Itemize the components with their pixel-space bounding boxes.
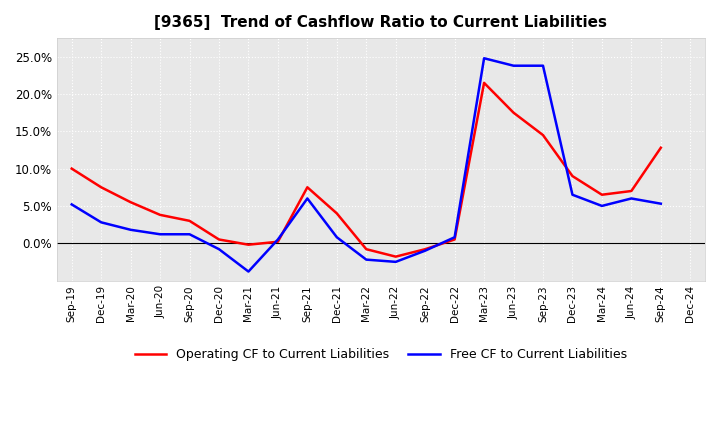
Free CF to Current Liabilities <box>126 227 135 232</box>
Operating CF to Current Liabilities <box>598 192 606 198</box>
Operating CF to Current Liabilities <box>244 242 253 247</box>
Title: [9365]  Trend of Cashflow Ratio to Current Liabilities: [9365] Trend of Cashflow Ratio to Curren… <box>155 15 608 30</box>
Free CF to Current Liabilities <box>657 201 665 206</box>
Operating CF to Current Liabilities <box>392 254 400 259</box>
Free CF to Current Liabilities <box>598 203 606 209</box>
Operating CF to Current Liabilities <box>274 239 282 244</box>
Operating CF to Current Liabilities <box>156 212 164 217</box>
Operating CF to Current Liabilities <box>68 166 76 171</box>
Free CF to Current Liabilities <box>362 257 371 262</box>
Line: Free CF to Current Liabilities: Free CF to Current Liabilities <box>72 58 661 271</box>
Free CF to Current Liabilities <box>244 269 253 274</box>
Operating CF to Current Liabilities <box>215 237 223 242</box>
Operating CF to Current Liabilities <box>421 246 430 252</box>
Operating CF to Current Liabilities <box>480 80 488 85</box>
Operating CF to Current Liabilities <box>627 188 636 194</box>
Free CF to Current Liabilities <box>392 259 400 264</box>
Free CF to Current Liabilities <box>274 237 282 242</box>
Free CF to Current Liabilities <box>156 231 164 237</box>
Operating CF to Current Liabilities <box>362 246 371 252</box>
Free CF to Current Liabilities <box>450 235 459 240</box>
Legend: Operating CF to Current Liabilities, Free CF to Current Liabilities: Operating CF to Current Liabilities, Fre… <box>130 343 631 367</box>
Free CF to Current Liabilities <box>421 248 430 253</box>
Operating CF to Current Liabilities <box>303 185 312 190</box>
Free CF to Current Liabilities <box>215 246 223 252</box>
Free CF to Current Liabilities <box>568 192 577 198</box>
Operating CF to Current Liabilities <box>657 145 665 150</box>
Free CF to Current Liabilities <box>97 220 106 225</box>
Operating CF to Current Liabilities <box>568 173 577 179</box>
Free CF to Current Liabilities <box>509 63 518 68</box>
Operating CF to Current Liabilities <box>539 132 547 138</box>
Free CF to Current Liabilities <box>333 235 341 240</box>
Free CF to Current Liabilities <box>68 202 76 207</box>
Line: Operating CF to Current Liabilities: Operating CF to Current Liabilities <box>72 83 661 257</box>
Operating CF to Current Liabilities <box>185 218 194 224</box>
Operating CF to Current Liabilities <box>509 110 518 115</box>
Operating CF to Current Liabilities <box>97 185 106 190</box>
Free CF to Current Liabilities <box>627 196 636 201</box>
Free CF to Current Liabilities <box>480 55 488 61</box>
Free CF to Current Liabilities <box>185 231 194 237</box>
Operating CF to Current Liabilities <box>450 237 459 242</box>
Free CF to Current Liabilities <box>539 63 547 68</box>
Operating CF to Current Liabilities <box>126 200 135 205</box>
Operating CF to Current Liabilities <box>333 211 341 216</box>
Free CF to Current Liabilities <box>303 196 312 201</box>
